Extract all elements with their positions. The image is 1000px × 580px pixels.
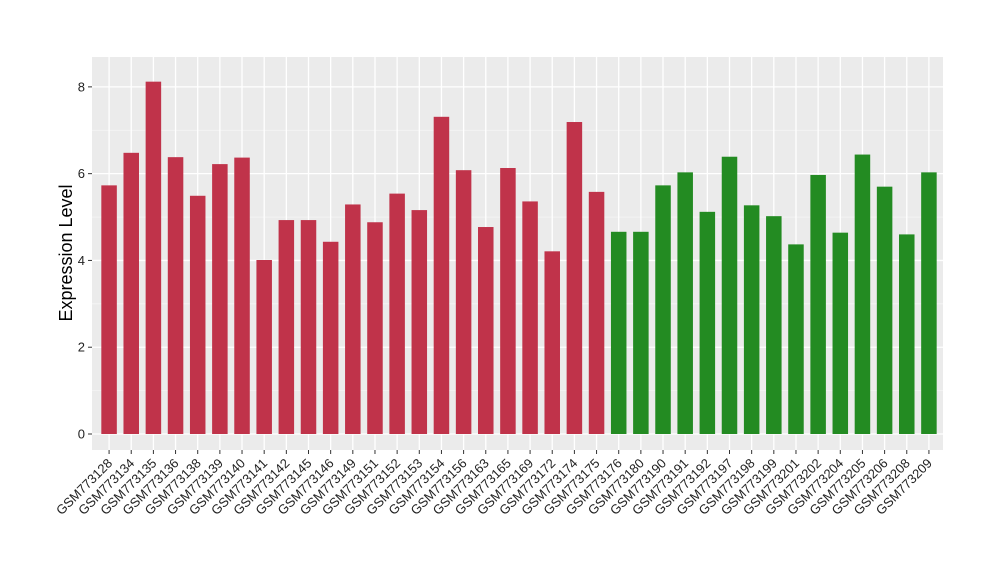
bar-GSM773142 (278, 220, 295, 434)
bar-GSM773128 (101, 185, 117, 434)
bar-GSM773204 (832, 232, 849, 434)
bar-GSM773192 (699, 211, 716, 434)
bar-GSM773149 (345, 204, 361, 434)
bar-GSM773145 (300, 220, 317, 434)
bar-GSM773208 (899, 234, 915, 434)
bar-GSM773139 (212, 164, 228, 435)
bar-GSM773135 (145, 81, 162, 434)
bar-GSM773175 (588, 191, 605, 434)
bar-GSM773165 (500, 168, 516, 435)
bar-GSM773205 (854, 154, 871, 434)
bar-GSM773197 (721, 156, 738, 434)
bar-GSM773176 (610, 231, 627, 434)
y-tick-label: 2 (78, 340, 85, 355)
bar-GSM773209 (921, 172, 937, 435)
bar-GSM773138 (189, 195, 206, 434)
y-tick-label: 6 (78, 166, 85, 181)
bar-GSM773146 (322, 241, 339, 434)
y-tick-label: 4 (78, 253, 85, 268)
bar-GSM773134 (123, 152, 139, 435)
bar-GSM773190 (655, 185, 671, 434)
bars (101, 81, 937, 435)
bar-GSM773136 (167, 157, 184, 435)
y-tick-label: 8 (78, 79, 85, 94)
bar-GSM773206 (876, 186, 893, 434)
bar-GSM773140 (234, 157, 250, 434)
y-axis: 0 2 4 6 8 (78, 79, 92, 442)
bar-GSM773141 (256, 259, 272, 434)
bar-GSM773172 (544, 251, 560, 434)
bar-GSM773198 (743, 205, 760, 434)
bar-GSM773151 (367, 222, 383, 434)
bar-GSM773163 (478, 227, 494, 434)
y-tick-label: 0 (78, 427, 85, 442)
bar-GSM773191 (677, 172, 693, 435)
bar-GSM773202 (810, 174, 826, 435)
y-axis-title: Expression Level (56, 184, 76, 321)
bar-GSM773174 (566, 122, 583, 434)
bar-GSM773152 (389, 193, 405, 434)
bar-GSM773180 (633, 231, 649, 434)
bar-GSM773154 (433, 116, 450, 434)
bar-GSM773169 (522, 201, 538, 434)
bar-GSM773201 (788, 244, 804, 434)
x-axis: GSM773128GSM773134GSM773135GSM773136GSM7… (53, 450, 935, 518)
bar-GSM773153 (411, 210, 428, 434)
bar-GSM773199 (766, 216, 782, 434)
bar-GSM773156 (455, 170, 472, 434)
